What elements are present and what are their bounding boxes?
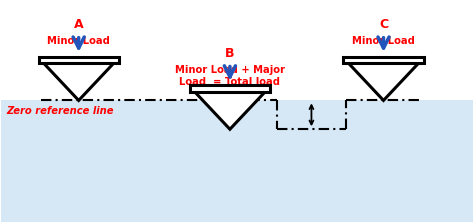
Text: Minor Load: Minor Load (47, 36, 110, 46)
Text: A: A (74, 19, 83, 31)
Text: Minor Load: Minor Load (352, 36, 415, 46)
Bar (38, 57, 119, 63)
Text: B: B (225, 47, 235, 60)
Text: Minor Load + Major
Load  = Total load: Minor Load + Major Load = Total load (175, 65, 285, 87)
Polygon shape (43, 63, 114, 100)
Text: Zero reference line: Zero reference line (6, 106, 114, 116)
Text: C: C (379, 19, 388, 31)
Bar (0, 100, 474, 222)
Polygon shape (194, 92, 265, 129)
Polygon shape (348, 63, 419, 100)
Bar (343, 57, 424, 63)
Bar (190, 85, 270, 92)
